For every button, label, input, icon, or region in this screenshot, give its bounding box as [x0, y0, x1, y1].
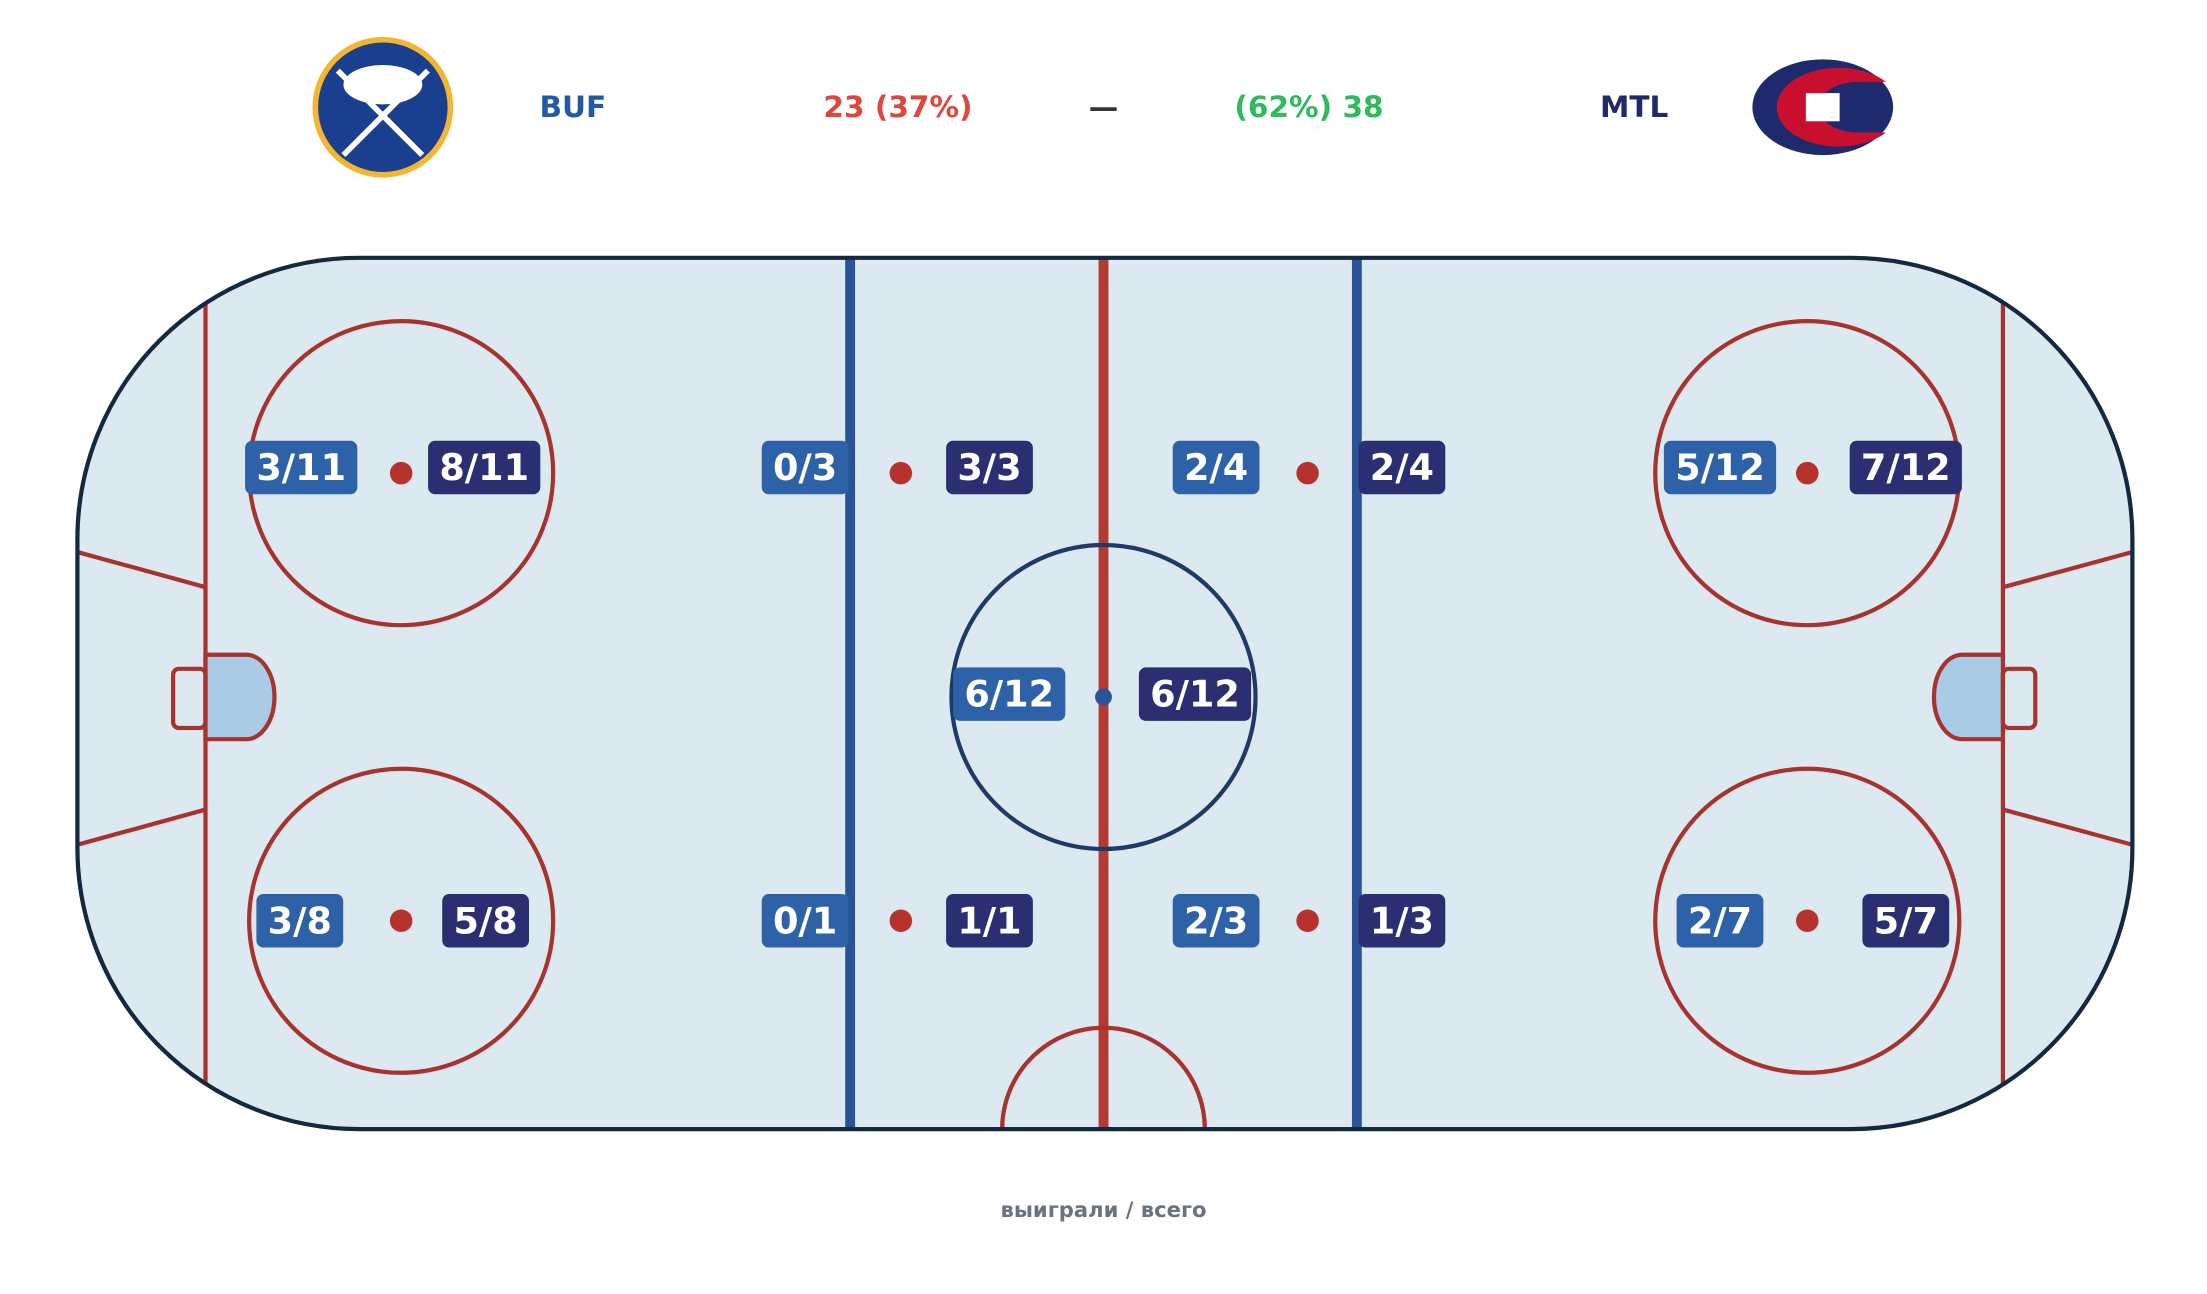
home-faceoffs: 6/12: [964, 673, 1054, 716]
away-badge: [1138, 667, 1252, 721]
away-faceoffs: 7/12: [1861, 446, 1951, 489]
buf-logo: [312, 36, 454, 178]
home-faceoffs: 2/3: [1184, 899, 1248, 942]
away-badge: [1358, 894, 1446, 948]
away-faceoffs: 1/3: [1370, 899, 1434, 942]
away-badge: [442, 894, 529, 948]
home-badge: [953, 667, 1066, 721]
away-faceoffs: 1/1: [957, 899, 1021, 942]
home-badge: [1172, 894, 1260, 948]
away-badge: [428, 440, 541, 495]
home-faceoffs: 5/12: [1675, 446, 1765, 489]
away-badge: [1862, 894, 1950, 948]
away-faceoffs: 5/8: [453, 899, 517, 942]
away-faceoffs: 2/4: [1370, 446, 1434, 489]
away-faceoffs: 8/11: [439, 446, 529, 489]
home-faceoffs: 3/11: [256, 446, 346, 489]
away-faceoffs: 3/3: [957, 446, 1021, 489]
away-badge: [1358, 440, 1446, 495]
away-badge: [946, 894, 1033, 948]
home-badge: [1172, 440, 1260, 495]
away-score: (62%) 38: [1234, 90, 1383, 124]
separator: —: [1089, 90, 1119, 124]
home-score: 23 (37%): [823, 90, 972, 124]
away-badge: [1849, 440, 1962, 495]
away-badge: [946, 440, 1033, 495]
home-badge: [256, 894, 344, 948]
home-faceoffs: 0/1: [773, 899, 837, 942]
home-badge: [761, 894, 849, 948]
home-badge: [1663, 440, 1777, 495]
home-faceoffs: 2/4: [1184, 446, 1248, 489]
away-team: MTL: [1600, 90, 1669, 124]
away-faceoffs: 6/12: [1150, 673, 1240, 716]
mtl-logo: [1752, 59, 1894, 156]
home-faceoffs: 3/8: [268, 899, 332, 942]
home-team: BUF: [540, 90, 607, 124]
home-faceoffs: 2/7: [1688, 899, 1752, 942]
footer-note: выиграли / всего: [1000, 1197, 1206, 1222]
home-badge: [761, 440, 849, 495]
home-badge: [1676, 894, 1764, 948]
home-badge: [245, 440, 358, 495]
rink: [75, 255, 2135, 1132]
home-faceoffs: 0/3: [773, 446, 837, 489]
away-faceoffs: 5/7: [1874, 899, 1938, 942]
